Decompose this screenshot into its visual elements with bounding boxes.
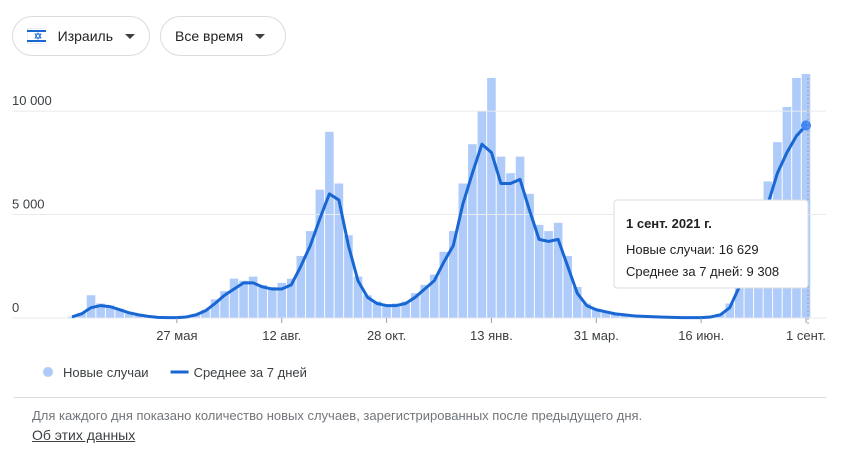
region-label: Израиль [57, 28, 113, 44]
tooltip-line: Новые случаи: 16 629 [626, 242, 759, 257]
bar [372, 301, 382, 318]
y-tick-label: 0 [12, 300, 19, 315]
bar [286, 278, 296, 318]
flag [27, 28, 46, 44]
bar [124, 311, 134, 318]
x-tick-label: 12 авг. [262, 328, 301, 343]
bar [601, 311, 611, 318]
bar [334, 183, 344, 318]
chart: 0 5 000 10 000 27 мая 12 авг. 28 окт. 13 янв. 3… [12, 74, 826, 380]
bar [296, 255, 306, 318]
y-tick-label: 5 000 [12, 197, 45, 212]
bar [496, 156, 506, 318]
footer-note: Для каждого дня показано количество новы… [32, 408, 643, 423]
bar [382, 304, 391, 318]
hover-point [801, 120, 811, 131]
bar [725, 303, 735, 318]
bar [734, 278, 744, 318]
bar [468, 144, 477, 318]
bar [325, 131, 334, 318]
bar [344, 235, 353, 318]
x-tick-label: 16 июн. [678, 328, 724, 343]
bar [611, 313, 620, 318]
bar [458, 183, 468, 318]
separator [14, 397, 826, 398]
about-link[interactable]: Об этих данных [32, 427, 136, 443]
bar [201, 309, 210, 318]
bar [67, 316, 77, 318]
bar [315, 189, 325, 318]
bar [277, 282, 287, 318]
bar [306, 231, 315, 318]
bar [534, 224, 544, 318]
bar [391, 303, 401, 318]
x-tick-label: 28 окт. [367, 328, 406, 343]
bar [239, 280, 248, 318]
bar [582, 303, 592, 318]
bar [220, 291, 229, 318]
bar [258, 284, 267, 318]
tooltip-box [613, 199, 809, 289]
bar [801, 74, 811, 319]
period-dropdown[interactable]: Все время [160, 16, 286, 56]
bar [248, 276, 258, 318]
tooltip-title: 1 сент. 2021 г. [626, 216, 712, 231]
bar [572, 286, 582, 318]
x-tick-label: 31 мар. [574, 328, 619, 343]
legend-label: Среднее за 7 дней [194, 365, 307, 380]
bar [439, 251, 449, 318]
bar [525, 193, 534, 318]
bar [267, 286, 277, 318]
period-label: Все время [175, 28, 244, 44]
bar [591, 308, 601, 318]
x-tick-label: 27 мая [156, 328, 197, 343]
bar [420, 284, 429, 318]
bar [401, 301, 410, 318]
tooltip-line: Среднее за 7 дней: 9 308 [626, 264, 779, 279]
bar [515, 156, 525, 318]
bar [563, 255, 572, 318]
bar [353, 276, 363, 318]
bar [229, 278, 239, 318]
bar [115, 308, 124, 318]
bar [105, 305, 115, 318]
y-tick-label: 10 000 [12, 93, 52, 108]
bar [210, 299, 220, 318]
tooltip: 1 сент. 2021 г. Новые случаи: 16 629 Средн… [613, 199, 809, 289]
bar [553, 222, 563, 318]
bar [429, 274, 439, 318]
bar [363, 295, 372, 318]
bar [410, 293, 420, 318]
legend-swatch [43, 367, 53, 377]
x-tick-label: 1 сент. [786, 328, 826, 343]
legend-label: Новые случаи [63, 365, 149, 380]
bar [487, 78, 496, 318]
x-tick-label: 13 янв. [470, 328, 513, 343]
bar [506, 173, 515, 318]
region-dropdown[interactable]: Израиль [12, 16, 150, 56]
average-line [71, 124, 808, 320]
bar [544, 231, 553, 318]
bar [449, 231, 458, 318]
bar [792, 78, 801, 318]
bar [96, 303, 105, 318]
